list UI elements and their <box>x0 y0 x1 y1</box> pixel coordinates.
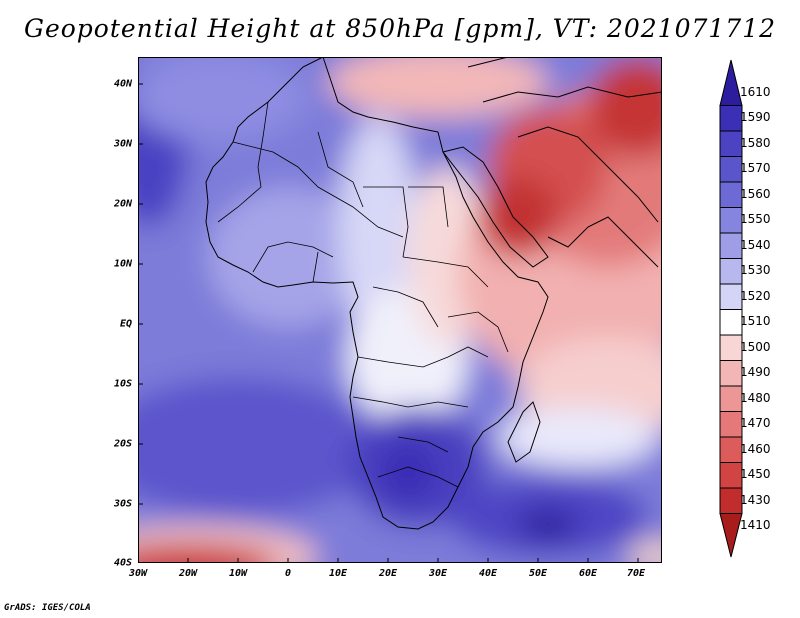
lat-label-40s: 40S <box>113 557 132 569</box>
colorbar-swatch <box>719 436 743 463</box>
lat-label-20n: 20N <box>113 198 132 210</box>
colorbar-swatch <box>719 130 743 157</box>
colorbar-swatch <box>719 411 743 438</box>
colorbar-label: 1510 <box>740 314 771 329</box>
lon-label-20w: 20W <box>178 568 198 579</box>
colorbar-label: 1450 <box>740 467 771 482</box>
colorbar-swatch <box>719 207 743 234</box>
colorbar-label: 1410 <box>740 518 771 533</box>
lat-label-30n: 30N <box>113 138 132 150</box>
colorbar-label: 1520 <box>740 288 771 303</box>
lat-label-40n: 40N <box>113 78 132 90</box>
lon-label-40e: 40E <box>478 568 498 579</box>
coastlines <box>205 57 662 530</box>
lat-label-10s: 10S <box>113 378 132 390</box>
colorbar-swatch <box>719 487 743 514</box>
colorbar-label: 1560 <box>740 186 771 201</box>
colorbar-swatch <box>719 283 743 310</box>
colorbar-swatch <box>719 59 743 106</box>
colorbar-swatch <box>719 462 743 489</box>
colorbar-label: 1460 <box>740 441 771 456</box>
lon-label-60e: 60E <box>578 568 598 579</box>
lat-label-eq: EQ <box>119 318 132 330</box>
colorbar-swatch <box>719 105 743 132</box>
map-plot <box>138 57 662 563</box>
colorbar <box>719 59 743 558</box>
colorbar-swatch <box>719 513 743 558</box>
colorbar-label: 1610 <box>740 84 771 99</box>
lon-label-70e: 70E <box>626 568 646 579</box>
lon-label-10w: 10W <box>228 568 248 579</box>
colorbar-label: 1430 <box>740 492 771 507</box>
colorbar-swatch <box>719 156 743 183</box>
colorbar-label: 1500 <box>740 339 771 354</box>
colorbar-label: 1550 <box>740 212 771 227</box>
country-borders <box>217 101 509 488</box>
colorbar-swatch <box>719 334 743 361</box>
colorbar-label: 1480 <box>740 390 771 405</box>
height-field <box>138 57 662 563</box>
lon-label-20e: 20E <box>378 568 398 579</box>
lon-label-0: 0 <box>284 568 292 579</box>
lon-label-30e: 30E <box>428 568 448 579</box>
colorbar-label: 1490 <box>740 365 771 380</box>
colorbar-swatch <box>719 385 743 412</box>
lat-label-20s: 20S <box>113 438 132 450</box>
colorbar-label: 1530 <box>740 263 771 278</box>
lon-label-50e: 50E <box>528 568 548 579</box>
tick-marks <box>138 83 639 563</box>
footer-credit: GrADS: IGES/COLA <box>4 603 91 613</box>
colorbar-swatch <box>719 360 743 387</box>
lat-label-10n: 10N <box>113 258 132 270</box>
colorbar-label: 1570 <box>740 161 771 176</box>
plot-title: Geopotential Height at 850hPa [gpm], VT:… <box>23 14 777 43</box>
colorbar-label: 1540 <box>740 237 771 252</box>
lat-label-30s: 30S <box>113 498 132 510</box>
colorbar-label: 1590 <box>740 110 771 125</box>
colorbar-label: 1470 <box>740 416 771 431</box>
colorbar-swatch <box>719 258 743 285</box>
lon-label-30w: 30W <box>128 568 148 579</box>
colorbar-label: 1580 <box>740 135 771 150</box>
lon-label-10e: 10E <box>328 568 348 579</box>
colorbar-swatch <box>719 181 743 208</box>
colorbar-swatch <box>719 309 743 336</box>
colorbar-swatch <box>719 232 743 259</box>
